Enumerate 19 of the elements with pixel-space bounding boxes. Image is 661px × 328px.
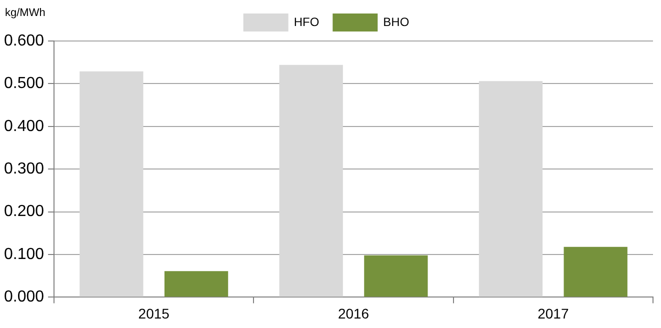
bar <box>478 81 543 297</box>
bar <box>564 246 628 297</box>
bar <box>80 71 144 297</box>
y-tick-label: 0.200 <box>4 203 44 220</box>
legend-label: BHO <box>383 14 410 29</box>
y-axis-title: kg/MWh <box>5 7 46 19</box>
y-tick-label: 0.000 <box>4 288 44 306</box>
y-tick-label: 0.300 <box>4 160 44 178</box>
legend-label: HFO <box>294 14 320 29</box>
y-tick-label: 0.400 <box>4 118 44 135</box>
x-tick-label: 2015 <box>138 305 170 322</box>
y-tick-label: 0.500 <box>4 75 44 92</box>
bar <box>164 271 228 297</box>
x-tick-label: 2017 <box>538 305 569 322</box>
bar <box>279 64 343 297</box>
bar <box>364 255 428 297</box>
x-tick-label: 2016 <box>338 305 370 322</box>
y-tick-label: 0.600 <box>4 32 44 50</box>
y-tick-label: 0.100 <box>4 246 44 263</box>
